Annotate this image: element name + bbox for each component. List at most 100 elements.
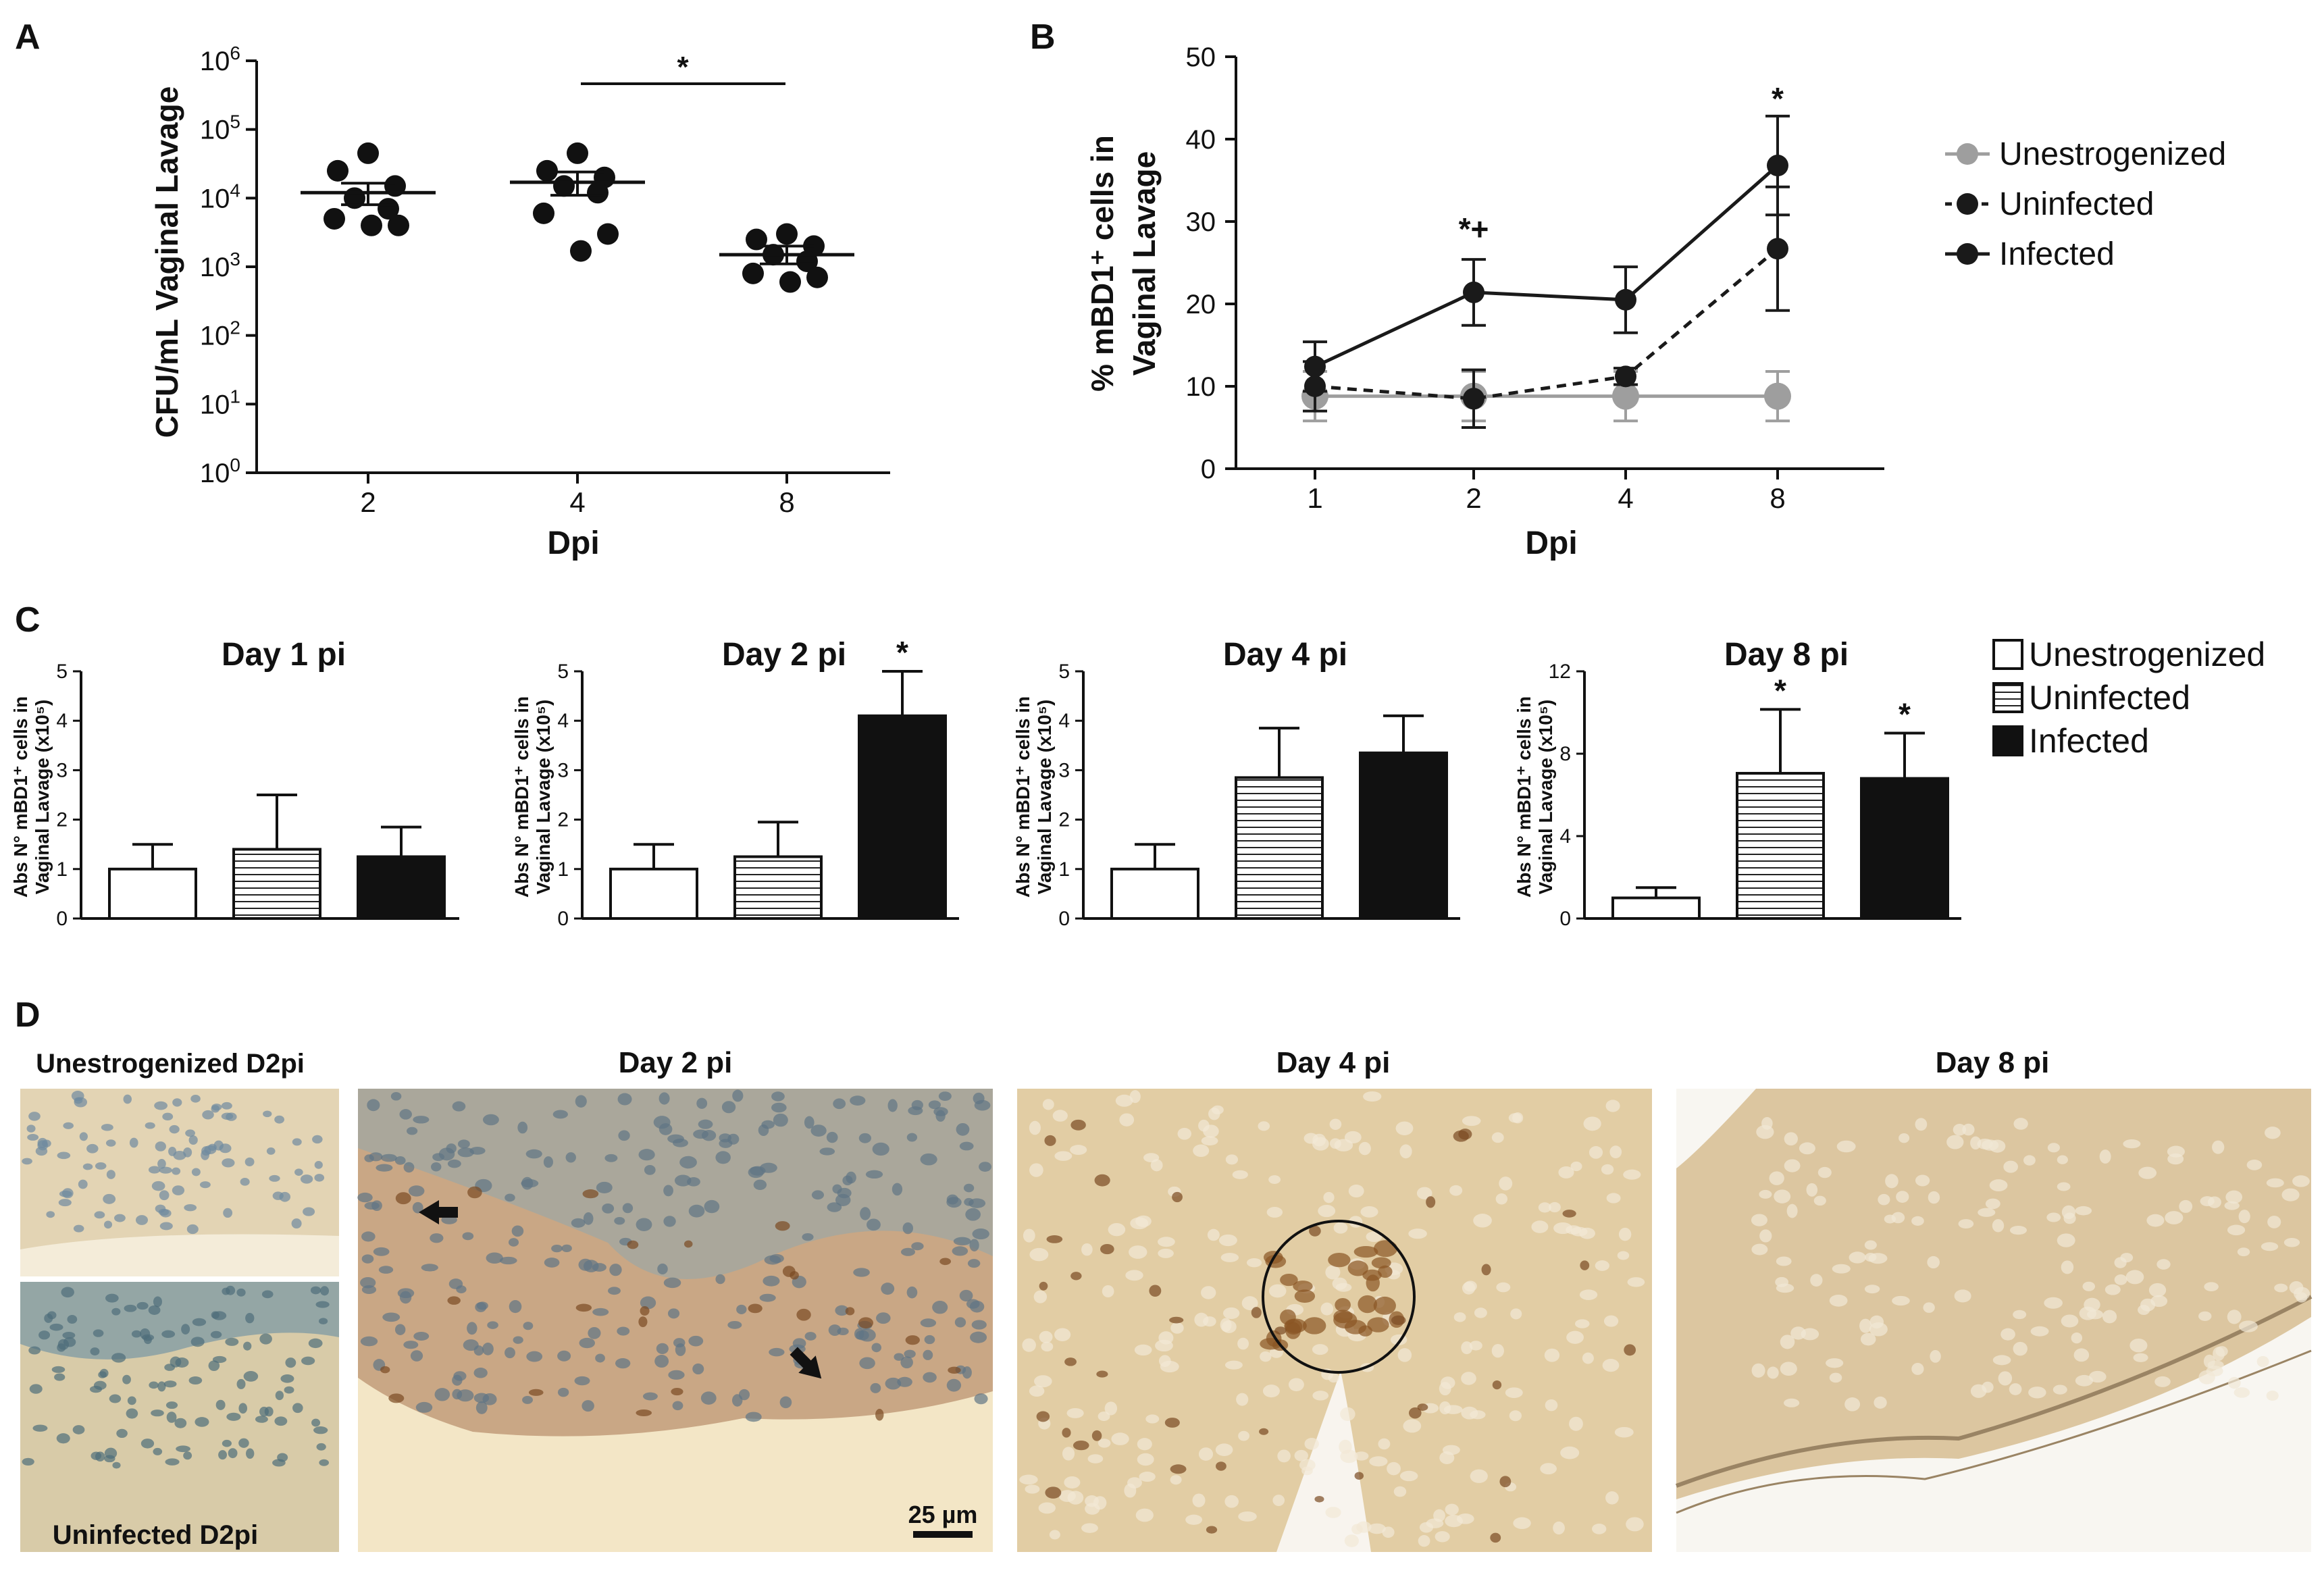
nucleus: [238, 1438, 249, 1448]
nucleus: [850, 1095, 866, 1106]
nucleus: [238, 1403, 248, 1414]
nucleus: [2061, 1260, 2074, 1274]
panel-a-ytick-label: 101: [200, 386, 240, 419]
nucleus: [185, 1129, 195, 1137]
nucleus: [1066, 1407, 1084, 1418]
nucleus: [1767, 1366, 1779, 1379]
nucleus: [266, 1147, 276, 1155]
nucleus: [487, 1321, 498, 1329]
nucleus: [1627, 1277, 1645, 1287]
nucleus: [1119, 1113, 1135, 1127]
nucleus: [22, 1457, 34, 1466]
panel-a-ytick-label: 100: [200, 455, 240, 488]
nucleus: [158, 1208, 170, 1216]
nucleus: [954, 1317, 966, 1328]
micrograph-unestrogenized: [20, 1089, 339, 1276]
nucleus: [1268, 1175, 1281, 1185]
panel-c-bar: [1736, 771, 1825, 920]
nucleus: [1553, 1222, 1572, 1235]
panel-c-ytick-label: 1: [1058, 858, 1070, 881]
nucleus: [769, 1253, 784, 1264]
nucleus: [190, 1095, 201, 1103]
nucleus: [208, 1360, 220, 1372]
nucleus: [1865, 1253, 1877, 1262]
nucleus: [1570, 1226, 1588, 1237]
nucleus: [1602, 1358, 1620, 1372]
panel-c-legend: Unestrogenized Uninfected Infected: [1992, 636, 2265, 760]
nucleus: [1603, 1315, 1619, 1327]
nucleus: [1201, 1286, 1216, 1299]
stained-cell: [1328, 1252, 1351, 1268]
nucleus: [953, 1237, 971, 1246]
nucleus: [190, 1337, 205, 1347]
nucleus: [1574, 1319, 1590, 1328]
nucleus: [1340, 1407, 1355, 1421]
nucleus: [1323, 1191, 1335, 1203]
highlight-circle: [1262, 1220, 1416, 1374]
nucleus: [771, 1091, 785, 1102]
nucleus: [1238, 1430, 1249, 1441]
nucleus: [1158, 1237, 1175, 1247]
nucleus: [1442, 1445, 1460, 1455]
nucleus: [1774, 1189, 1791, 1203]
nucleus: [2265, 1127, 2281, 1139]
stained-cell: [1274, 1326, 1287, 1335]
nucleus: [1915, 1118, 1928, 1131]
nucleus: [906, 1133, 918, 1142]
nucleus: [215, 1399, 226, 1410]
nucleus: [1461, 1406, 1478, 1420]
panel-c-ytick-label: 0: [1559, 908, 1571, 930]
nucleus: [923, 1349, 933, 1360]
nucleus: [771, 1102, 787, 1113]
nucleus: [103, 1220, 113, 1229]
nucleus: [413, 1331, 430, 1341]
nucleus: [1049, 1530, 1060, 1540]
nucleus: [1266, 1206, 1283, 1218]
panel-a-data-point: [536, 159, 558, 182]
nucleus: [1356, 1521, 1372, 1533]
panel-a-data-point: [324, 207, 345, 230]
nucleus: [165, 1458, 180, 1466]
nucleus: [95, 1162, 107, 1170]
nucleus: [656, 1343, 669, 1354]
panel-b-data-point: [1463, 388, 1484, 410]
stained-cell: [845, 1307, 855, 1316]
nucleus: [700, 1391, 717, 1405]
nucleus: [1829, 1294, 1848, 1307]
nucleus: [1751, 1363, 1765, 1378]
nucleus: [1064, 1476, 1081, 1489]
nucleus: [2198, 1311, 2212, 1321]
panel-a-marks: [301, 142, 854, 293]
nucleus: [759, 1293, 776, 1302]
nucleus: [583, 1212, 594, 1225]
nucleus: [575, 1095, 587, 1108]
nucleus: [769, 1347, 785, 1357]
panel-c-title: Day 8 pi: [1724, 637, 1849, 673]
nucleus: [1081, 1243, 1093, 1256]
nucleus: [475, 1302, 487, 1312]
nucleus: [667, 1308, 680, 1319]
stained-cell: [1347, 1260, 1368, 1276]
nucleus: [1869, 1322, 1888, 1337]
stained-cell: [1039, 1281, 1048, 1291]
nucleus: [473, 1367, 488, 1378]
nucleus: [1393, 1486, 1407, 1497]
nucleus: [2292, 1175, 2310, 1187]
nucleus: [51, 1366, 66, 1373]
nucleus: [902, 1222, 914, 1235]
nucleus: [522, 1395, 534, 1404]
nucleus: [1978, 1208, 1996, 1217]
nucleus: [2013, 1341, 2028, 1356]
nucleus: [1042, 1099, 1054, 1110]
panel-c-chart-4: 0 4 8 12 Day 8 pi Abs N° mBD1⁺ cells in Vagina…: [1514, 637, 1961, 930]
nucleus: [1288, 1378, 1304, 1391]
nucleus: [1618, 1227, 1632, 1241]
nucleus: [1218, 1234, 1237, 1247]
nucleus: [129, 1137, 138, 1148]
panel-c-bar: [1860, 777, 1949, 920]
nucleus: [228, 1448, 238, 1459]
nucleus: [222, 1439, 232, 1447]
nucleus: [2274, 1283, 2288, 1293]
nucleus: [434, 1388, 450, 1401]
nucleus: [842, 1175, 853, 1186]
